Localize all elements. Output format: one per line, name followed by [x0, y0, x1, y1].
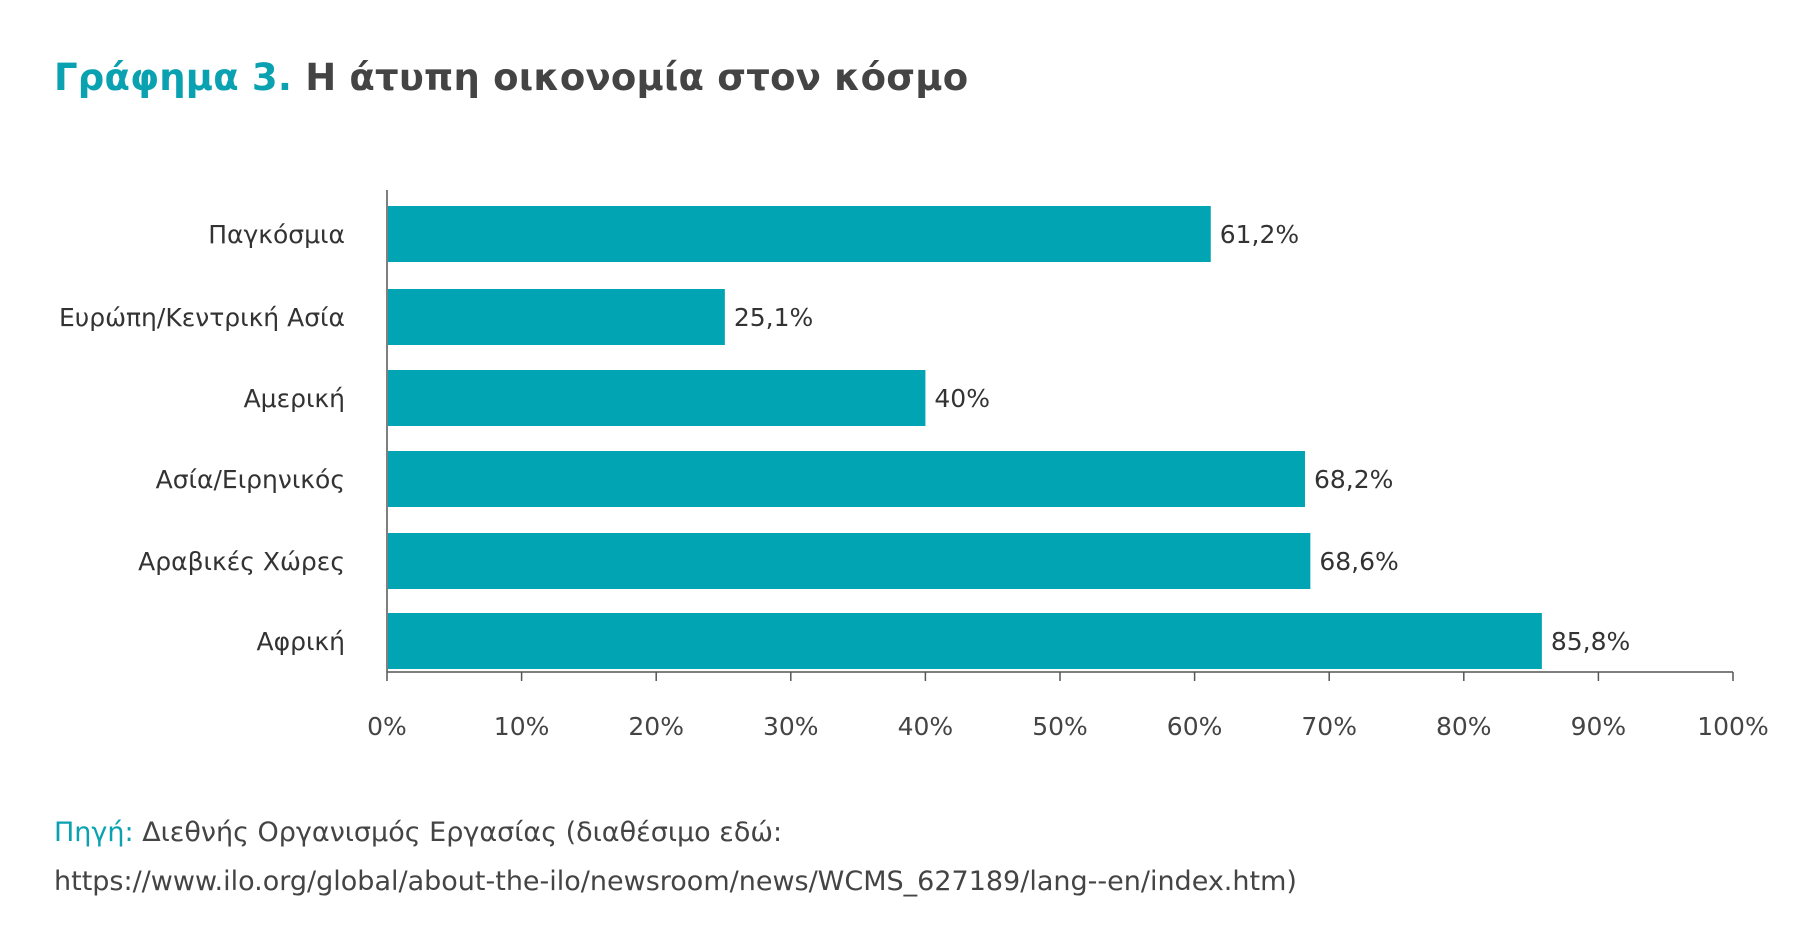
x-tick-label: 10%: [494, 712, 550, 741]
value-label: 85,8%: [1551, 627, 1630, 656]
category-label: Αμερική: [244, 384, 345, 413]
source-note: Πηγή: Διεθνής Οργανισμός Εργασίας (διαθέ…: [54, 808, 1297, 906]
x-tick-label: 30%: [763, 712, 819, 741]
value-label: 61,2%: [1220, 220, 1299, 249]
category-label: Αραβικές Χώρες: [138, 547, 345, 576]
bar: [388, 206, 1211, 262]
bar: [388, 370, 926, 426]
x-tick-label: 100%: [1697, 712, 1768, 741]
x-tick-label: 0%: [367, 712, 407, 741]
value-label: 40%: [934, 384, 990, 413]
source-url[interactable]: https://www.ilo.org/global/about-the-ilo…: [54, 866, 1297, 897]
category-label: Ασία/Ειρηνικός: [156, 465, 345, 494]
bar: [388, 613, 1542, 669]
value-label: 68,6%: [1319, 547, 1398, 576]
x-tick-label: 40%: [898, 712, 954, 741]
value-label: 68,2%: [1314, 465, 1393, 494]
bar: [388, 289, 725, 345]
x-tick-label: 50%: [1032, 712, 1088, 741]
bar-chart: 0% 10% 20% 30% 40% 50% 60% 70% 80% 90% 100% Παγκόσμ…: [59, 190, 1769, 741]
chart-title-lead: Γράφημα 3.: [54, 56, 293, 99]
category-label: Αφρική: [256, 627, 345, 656]
x-tick-label: 20%: [628, 712, 684, 741]
category-label: Παγκόσμια: [208, 220, 345, 249]
x-tick-label: 90%: [1571, 712, 1627, 741]
x-tick-label: 70%: [1301, 712, 1357, 741]
category-label: Ευρώπη/Κεντρική Ασία: [59, 303, 345, 332]
chart-title-text: Η άτυπη οικονομία στον κόσμο: [305, 56, 969, 99]
chart-title: Γράφημα 3. Η άτυπη οικονομία στον κόσμο: [54, 56, 968, 99]
x-tick-label: 60%: [1167, 712, 1223, 741]
value-label: 25,1%: [734, 303, 813, 332]
source-label: Πηγή:: [54, 817, 134, 848]
bar: [388, 533, 1311, 589]
bar: [388, 451, 1305, 507]
x-tick-label: 80%: [1436, 712, 1492, 741]
source-text: Διεθνής Οργανισμός Εργασίας (διαθέσιμο ε…: [142, 817, 783, 848]
